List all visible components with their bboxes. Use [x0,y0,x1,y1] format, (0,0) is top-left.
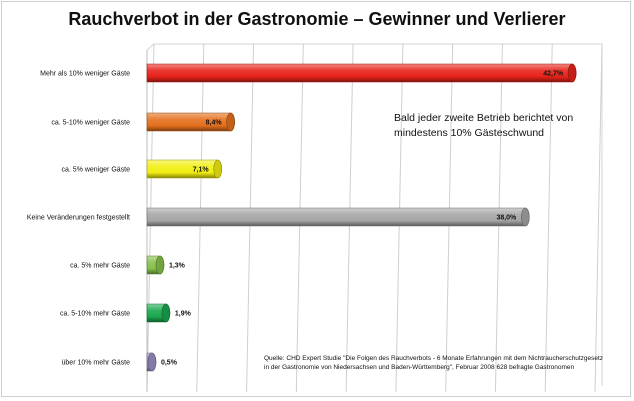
bar-end-cap [147,352,157,372]
bar-end-cap [521,207,530,227]
category-label: Mehr als 10% weniger Gäste [40,71,130,78]
category-label: ca. 5-10% weniger Gäste [51,120,130,127]
value-label: 7,1% [193,167,210,174]
bar [146,207,530,227]
value-label: 8,4% [206,120,223,127]
bar-end-cap [161,303,171,323]
value-label: 0,5% [161,360,178,367]
gridline [544,43,553,393]
chart-annotation: Bald jeder zweite Betrieb berichtet von … [394,112,574,139]
value-label: 1,3% [169,263,186,270]
bar-end-cap [213,159,222,179]
category-label: über 10% mehr Gäste [62,360,131,367]
bar-end-cap [226,112,235,132]
category-label: Keine Veränderungen festgestellt [27,215,130,222]
bar [146,159,222,179]
bar-end-cap [155,255,165,275]
bar-end-cap [567,63,577,83]
value-label: 1,9% [175,311,192,318]
plot-back-frame [146,43,603,386]
gridline [594,43,603,393]
source-note: Quelle: CHD Expert Studie "Die Folgen de… [264,355,604,371]
value-label: 42,7% [543,71,564,78]
category-label: ca. 5% weniger Gäste [62,167,131,174]
chart-title: Rauchverbot in der Gastronomie – Gewinne… [68,9,566,29]
category-label: ca. 5-10% mehr Gäste [60,311,130,318]
category-label: ca. 5% mehr Gäste [70,263,130,270]
value-label: 38,0% [496,215,517,222]
bar [146,63,577,83]
